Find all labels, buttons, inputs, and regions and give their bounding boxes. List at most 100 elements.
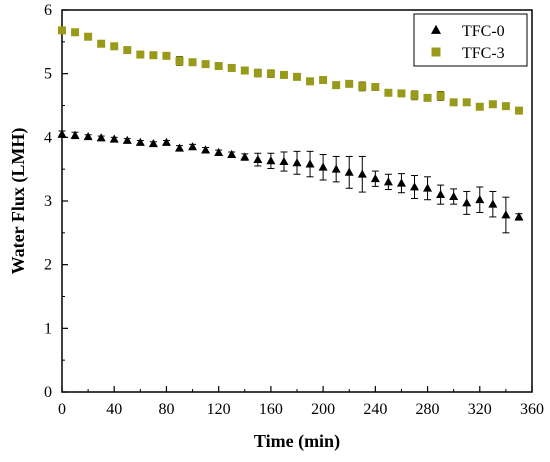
data-point [488,100,497,109]
data-point [97,39,106,48]
data-point [306,77,315,86]
y-tick-label: 0 [44,384,52,401]
data-point [162,51,171,60]
x-tick-label: 120 [207,401,231,418]
y-axis-title: Water Flux (LMH) [8,128,29,275]
series-layer [57,26,524,234]
data-point [396,178,406,187]
data-point [266,69,275,78]
data-point [175,56,184,65]
data-point [201,60,210,69]
data-point [83,131,93,141]
series-tfc-0 [57,129,524,234]
legend-marker-tfc-0 [431,24,441,34]
data-point [514,106,523,115]
data-point [57,129,67,138]
data-point [149,51,158,60]
data-point [371,83,380,92]
data-point [436,91,445,100]
data-point [240,66,249,75]
data-point [423,93,432,102]
data-point [279,70,288,79]
data-point [449,98,458,107]
x-tick-label: 200 [311,401,335,418]
data-point [123,46,132,55]
data-point [319,76,328,85]
data-point [410,91,419,100]
x-axis-title: Time (min) [254,431,340,452]
data-point [136,50,145,59]
data-point [501,210,511,219]
data-point [279,156,289,165]
data-point [293,72,301,81]
data-point [253,154,263,164]
data-point [331,164,341,173]
data-point [345,79,354,88]
x-tick-label: 160 [259,401,283,418]
data-point [318,162,328,171]
data-point [332,81,341,90]
data-point [161,137,171,146]
data-point [292,158,302,167]
data-point [423,183,433,192]
y-tick-label: 3 [44,193,52,210]
legend-marker-tfc-3 [431,47,441,57]
x-tick-label: 40 [106,401,122,418]
data-point [214,62,223,71]
data-point [70,130,80,139]
data-point [71,28,80,37]
series-tfc-3 [58,26,523,115]
data-point [188,58,197,67]
x-tick-label: 80 [158,401,174,418]
data-point [514,212,524,221]
y-tick-label: 6 [44,2,52,19]
legend: TFC-0 TFC-3 [413,13,528,67]
data-point [383,177,393,186]
data-point [501,102,510,111]
data-point [110,42,119,51]
data-point [462,98,471,107]
data-point [253,69,262,78]
data-point [344,167,354,176]
data-point [122,135,132,144]
data-point [227,149,237,158]
x-tick-label: 360 [520,401,544,418]
data-point [266,156,276,165]
x-tick-label: 240 [363,401,387,418]
data-point [384,88,393,97]
data-point [148,138,158,148]
data-point [475,102,484,111]
y-tick-label: 2 [44,257,52,274]
data-point [436,189,446,199]
data-point [397,89,406,98]
data-point [370,174,380,183]
y-tick-label: 1 [44,320,52,337]
data-point [240,152,250,161]
data-point [475,195,485,204]
data-point [449,191,459,200]
x-tick-label: 280 [416,401,440,418]
data-point [96,133,106,142]
x-tick-label: 0 [58,401,66,418]
x-tick-label: 320 [468,401,492,418]
y-tick-label: 5 [44,66,52,83]
data-point [462,198,472,207]
data-point [109,134,119,143]
data-point [201,145,211,154]
data-point [84,32,93,41]
data-point [214,147,224,157]
data-point [58,26,66,35]
legend-label-tfc-3: TFC-3 [462,45,505,62]
legend-box [413,13,528,67]
data-point [357,169,367,178]
data-point [188,142,198,151]
data-point [135,137,145,146]
data-point [358,82,367,91]
data-point [175,143,184,152]
axis-ticks: 0 40 80 120 160 200 240 280 320 360 0 1 2 3 4 5 6 [44,2,544,418]
data-point [227,63,236,72]
plot-area-border [61,9,533,393]
data-point [410,182,419,191]
